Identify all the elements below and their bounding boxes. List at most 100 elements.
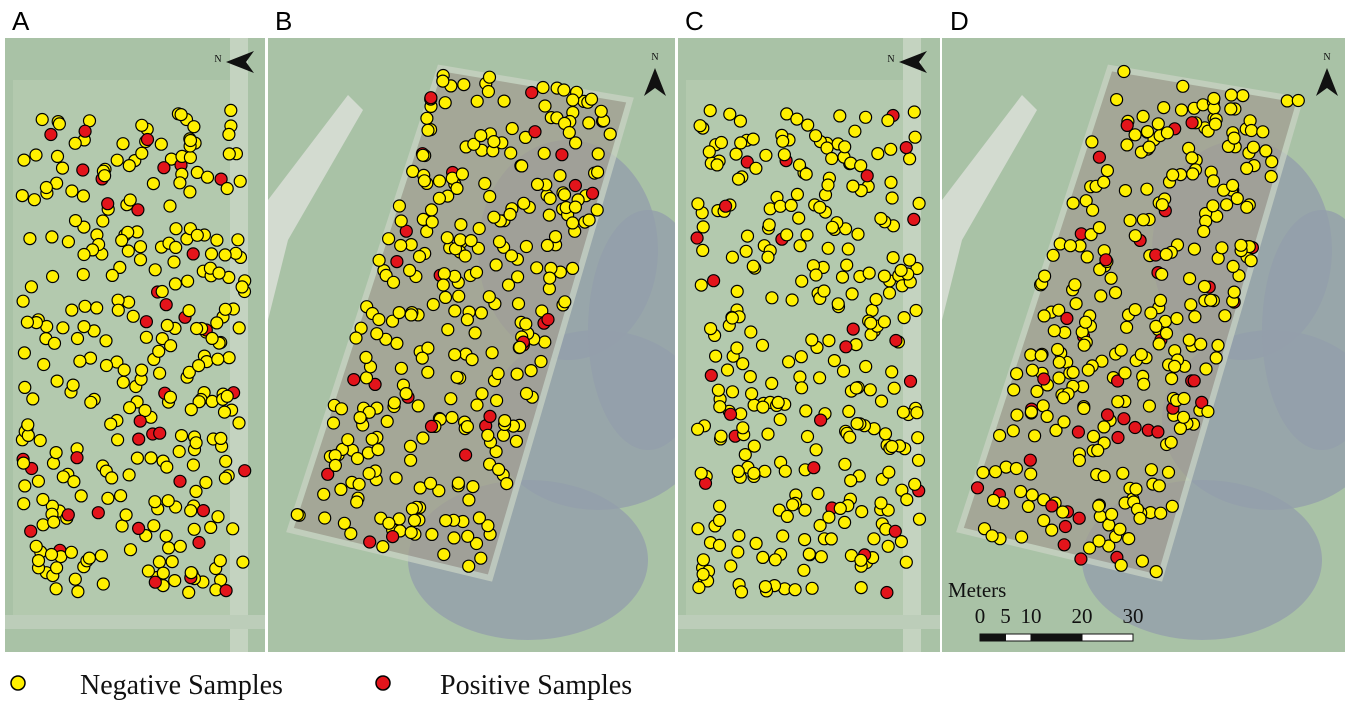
sample-point <box>514 341 526 353</box>
sample-point <box>373 314 385 326</box>
sample-point <box>24 233 36 245</box>
sample-point <box>808 462 820 474</box>
sample-point <box>163 542 175 554</box>
sample-point <box>1221 199 1233 211</box>
sample-point <box>913 454 925 466</box>
sample-point <box>781 229 793 241</box>
sample-point <box>559 296 571 308</box>
sample-point <box>219 472 231 484</box>
sample-point <box>692 198 704 210</box>
sample-point <box>878 316 890 328</box>
sample-point <box>1039 270 1051 282</box>
sample-point <box>169 278 181 290</box>
sample-point <box>53 118 65 130</box>
sample-point <box>78 249 90 261</box>
sample-point <box>791 188 803 200</box>
sample-point <box>1189 311 1201 323</box>
sample-point <box>175 109 187 121</box>
sample-point <box>498 429 510 441</box>
sample-point <box>190 485 202 497</box>
sample-point <box>160 530 172 542</box>
sample-point <box>499 415 511 427</box>
sample-point <box>864 384 876 396</box>
sample-point <box>1247 141 1259 153</box>
sample-point <box>802 431 814 443</box>
sample-point <box>814 201 826 213</box>
sample-point <box>169 575 181 587</box>
sample-point <box>1166 500 1178 512</box>
sample-point <box>567 94 579 106</box>
sample-point <box>834 110 846 122</box>
sample-point <box>118 364 130 376</box>
sample-point <box>1142 126 1154 138</box>
sample-point <box>223 352 235 364</box>
sample-point <box>363 468 375 480</box>
sample-point <box>898 312 910 324</box>
sample-point <box>777 530 789 542</box>
scale-segment <box>980 634 1006 641</box>
sample-point <box>1209 118 1221 130</box>
sample-point <box>538 147 550 159</box>
sample-point <box>72 586 84 598</box>
sample-point <box>425 92 437 104</box>
sample-point <box>885 176 897 188</box>
sample-point <box>725 560 737 572</box>
sample-point <box>383 233 395 245</box>
sample-point <box>18 498 30 510</box>
sample-point <box>1102 409 1114 421</box>
sample-point <box>757 401 769 413</box>
sample-point <box>40 182 52 194</box>
sample-point <box>18 154 30 166</box>
sample-point <box>72 333 84 345</box>
sample-point <box>465 235 477 247</box>
sample-point <box>454 234 466 246</box>
sample-point <box>825 533 837 545</box>
sample-point <box>414 251 426 263</box>
sample-point <box>164 200 176 212</box>
sample-point <box>865 317 877 329</box>
sample-point <box>46 231 58 243</box>
panel-label: C <box>685 6 704 36</box>
sample-point <box>1072 426 1084 438</box>
sample-point <box>1111 94 1123 106</box>
sample-point <box>1199 281 1211 293</box>
sample-point <box>91 302 103 314</box>
sample-point <box>462 530 474 542</box>
sample-point <box>567 217 579 229</box>
sample-point <box>237 556 249 568</box>
sample-point <box>914 513 926 525</box>
sample-point <box>124 402 136 414</box>
sample-point <box>777 135 789 147</box>
sample-point <box>185 505 197 517</box>
sample-point <box>393 200 405 212</box>
sample-point <box>70 215 82 227</box>
sample-point <box>21 316 33 328</box>
sample-point <box>1184 273 1196 285</box>
sample-point <box>747 260 759 272</box>
sample-point <box>348 374 360 386</box>
sample-point <box>1123 533 1135 545</box>
sample-point <box>77 269 89 281</box>
sample-point <box>912 432 924 444</box>
sample-point <box>856 506 868 518</box>
sample-point <box>427 299 439 311</box>
sample-point <box>759 581 771 593</box>
sample-point <box>1121 139 1133 151</box>
sample-point <box>977 467 989 479</box>
sample-point <box>342 434 354 446</box>
scale-tick-label: 0 <box>975 604 986 628</box>
sample-point <box>537 82 549 94</box>
sample-point <box>875 213 887 225</box>
sample-point <box>154 427 166 439</box>
sample-point <box>153 345 165 357</box>
sample-point <box>1041 410 1053 422</box>
sample-point <box>563 127 575 139</box>
sample-point <box>1121 119 1133 131</box>
sample-point <box>832 298 844 310</box>
sample-point <box>418 175 430 187</box>
sample-point <box>158 162 170 174</box>
sample-point <box>227 523 239 535</box>
sample-point <box>188 523 200 535</box>
sample-point <box>710 350 722 362</box>
sample-point <box>1178 411 1190 423</box>
